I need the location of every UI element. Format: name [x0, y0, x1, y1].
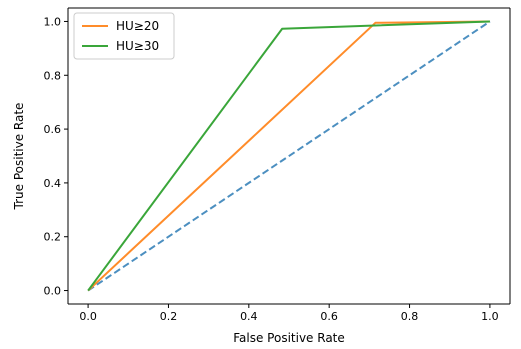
series-line-0 [87, 20, 491, 292]
axes-layer: 0.0 0.2 0.4 0.6 0.8 1.0 0.0 0.2 0.4 0.6 0.8 1.0 [44, 7, 511, 323]
x-axis-label: False Positive Rate [233, 331, 345, 345]
x-tick-label: 1.0 [481, 310, 499, 323]
y-axis-label: True Positive Rate [12, 103, 26, 211]
legend-box [73, 12, 175, 60]
y-tick-label: 1.0 [44, 15, 62, 28]
y-tick-label: 0.6 [44, 123, 62, 136]
y-tick-label: 0.8 [44, 69, 62, 82]
y-tick-label: 0.2 [44, 231, 62, 244]
series-layer [87, 20, 491, 292]
series-line-2 [87, 20, 490, 292]
x-tick-label: 0.8 [401, 310, 419, 323]
legend: HU≥20 HU≥30 [73, 12, 175, 60]
legend-label: HU≥30 [116, 39, 159, 53]
y-tick-label: 0.0 [44, 285, 62, 298]
x-tick-label: 0.2 [160, 310, 178, 323]
legend-label: HU≥20 [116, 19, 159, 33]
x-tick-label: 0.4 [240, 310, 258, 323]
x-tick-label: 0.0 [79, 310, 97, 323]
x-tick-label: 0.6 [320, 310, 338, 323]
y-tick-label: 0.4 [44, 177, 62, 190]
